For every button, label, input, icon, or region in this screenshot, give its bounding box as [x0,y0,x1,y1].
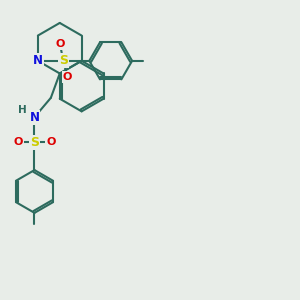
Text: O: O [46,137,56,147]
Text: O: O [56,40,65,50]
Text: S: S [30,136,39,149]
Text: N: N [29,111,40,124]
Text: O: O [63,72,72,82]
Text: O: O [14,137,23,147]
Text: S: S [58,54,68,67]
Text: H: H [18,105,26,115]
Text: N: N [33,54,43,67]
